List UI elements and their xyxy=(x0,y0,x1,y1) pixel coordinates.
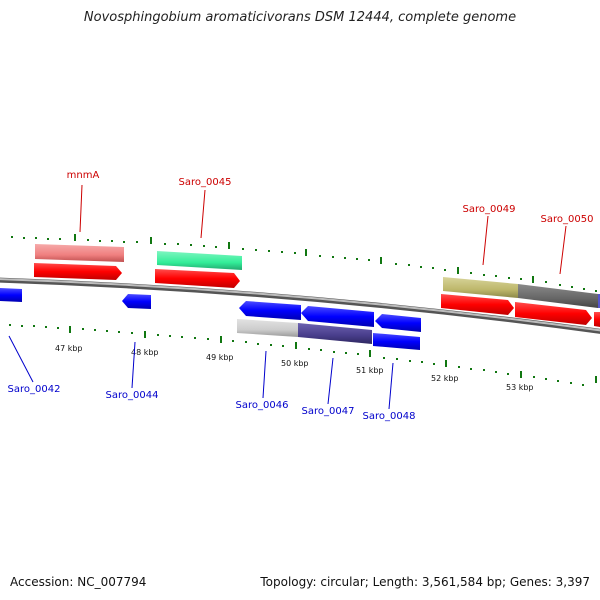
ruler-label-47kbp: 47 kbp xyxy=(55,344,83,353)
page-title: Novosphingobium aromaticivorans DSM 1244… xyxy=(83,10,517,25)
forward-label-leaders xyxy=(79,184,567,275)
cog-track-reverse xyxy=(237,319,420,350)
gene-label-saro-0048[interactable]: Saro_0048 xyxy=(363,411,416,422)
upper-tick-track xyxy=(11,234,597,292)
gene-arrow-saro-0049[interactable] xyxy=(441,294,514,315)
genome-stats-label: Topology: circular; Length: 3,561,584 bp… xyxy=(260,575,590,589)
gene-arrow-saro-0045[interactable] xyxy=(155,269,240,288)
gene-label-saro-0046[interactable]: Saro_0046 xyxy=(236,400,289,411)
gene-label-mnmA[interactable]: mnmA xyxy=(67,170,100,181)
cog-track-forward xyxy=(35,244,600,308)
gene-arrow-saro-0050[interactable] xyxy=(515,302,592,325)
cog-block-saro-0045[interactable] xyxy=(157,251,242,270)
genome-backbone xyxy=(0,277,600,334)
gene-label-saro-0050[interactable]: Saro_0050 xyxy=(541,214,594,225)
gene-arrow-saro-0046[interactable] xyxy=(239,301,301,320)
gene-arrow-edge-forward[interactable] xyxy=(594,312,600,327)
gene-label-saro-0044[interactable]: Saro_0044 xyxy=(106,390,159,401)
ruler-label-53kbp: 53 kbp xyxy=(506,383,534,392)
ruler-label-52kbp: 52 kbp xyxy=(431,374,459,383)
ruler-label-49kbp: 49 kbp xyxy=(206,353,234,362)
lower-tick-track xyxy=(9,324,597,386)
forward-gene-track xyxy=(34,263,600,327)
ruler-label-50kbp: 50 kbp xyxy=(281,359,309,368)
reverse-gene-track xyxy=(0,288,421,332)
gene-label-saro-0042[interactable]: Saro_0042 xyxy=(8,384,61,395)
gene-arrow-saro-0044[interactable] xyxy=(122,294,151,309)
genome-backbone-highlight xyxy=(0,278,600,332)
accession-label: Accession: NC_007794 xyxy=(10,575,147,589)
gene-arrow-saro-0042[interactable] xyxy=(0,288,22,302)
cog-block-saro-0047[interactable] xyxy=(298,323,372,344)
cog-block-saro-0050[interactable] xyxy=(518,284,598,308)
cog-block-saro-0049[interactable] xyxy=(443,277,518,298)
gene-label-saro-0045[interactable]: Saro_0045 xyxy=(179,177,232,188)
cog-block-mnmA[interactable] xyxy=(35,244,124,262)
gene-label-saro-0049[interactable]: Saro_0049 xyxy=(463,204,516,215)
reverse-label-leaders xyxy=(8,335,394,410)
gene-arrow-saro-0047[interactable] xyxy=(301,306,374,327)
ruler-label-51kbp: 51 kbp xyxy=(356,366,384,375)
gene-arrow-saro-0048-top[interactable] xyxy=(375,314,421,332)
gene-label-saro-0047[interactable]: Saro_0047 xyxy=(302,406,355,417)
cog-block-saro-0046[interactable] xyxy=(237,319,298,337)
gene-arrow-mnmA[interactable] xyxy=(34,263,122,280)
ruler-label-48kbp: 48 kbp xyxy=(131,348,159,357)
cog-block-saro-0048[interactable] xyxy=(373,333,420,350)
